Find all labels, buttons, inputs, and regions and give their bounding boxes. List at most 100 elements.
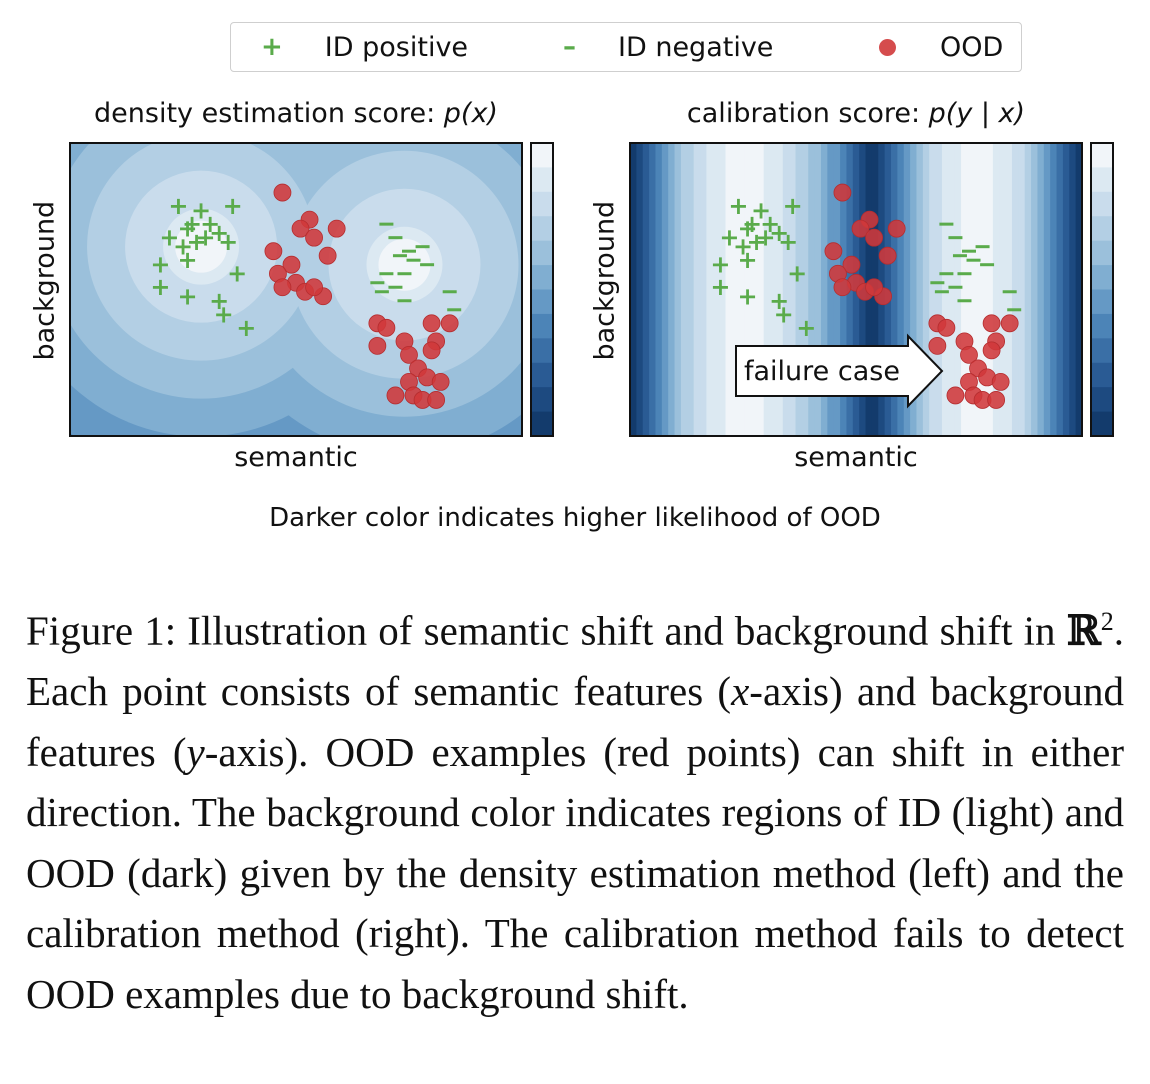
ood-point bbox=[982, 341, 1001, 360]
id-positive-point: + bbox=[209, 219, 229, 247]
id-positive-point: + bbox=[196, 224, 216, 252]
ood-point bbox=[946, 386, 965, 405]
ood-point bbox=[264, 242, 283, 261]
colorbar-segment bbox=[531, 216, 553, 242]
failure-case-label: failure case bbox=[744, 356, 900, 387]
colorbar-frame bbox=[1090, 142, 1114, 437]
plot-frame bbox=[629, 142, 1083, 437]
plus-marker-icon: + bbox=[261, 32, 283, 62]
id-positive-point: + bbox=[787, 260, 807, 288]
colorbar-segment bbox=[1091, 289, 1113, 315]
id-positive-point: + bbox=[760, 210, 780, 238]
id-positive-point: + bbox=[742, 210, 762, 238]
ood-point bbox=[431, 373, 450, 391]
ood-point bbox=[824, 242, 843, 261]
colorbar-segment bbox=[1091, 167, 1113, 193]
circle-marker-icon bbox=[879, 38, 896, 56]
plot-background bbox=[70, 143, 522, 436]
left-xlabel: semantic bbox=[234, 442, 358, 473]
legend-label-id-positive: ID positive bbox=[324, 31, 469, 63]
ood-point bbox=[305, 278, 323, 297]
left-colorbar bbox=[530, 142, 554, 437]
ood-point bbox=[865, 278, 883, 297]
left-ylabel: background bbox=[29, 200, 61, 361]
right-colorbar bbox=[1090, 142, 1114, 437]
left-panel-title-math: p(x) bbox=[443, 98, 498, 129]
caption-part3: -axis) and background features ( bbox=[26, 668, 1124, 775]
colorbar-segment bbox=[1091, 216, 1113, 242]
colorbar-segment bbox=[531, 338, 553, 364]
caption-part1: Figure 1: Illustration of semantic shift… bbox=[26, 607, 1067, 654]
ood-point bbox=[878, 246, 897, 265]
id-positive-point: + bbox=[187, 228, 207, 256]
colorbar-segment bbox=[1091, 313, 1113, 339]
colorbar-segment bbox=[1091, 411, 1113, 437]
figure-legend: + ID positive – ID negative OOD bbox=[230, 22, 1022, 72]
colorbar-segment bbox=[531, 362, 553, 388]
colorbar-segment bbox=[1091, 265, 1113, 290]
id-positive-point: + bbox=[214, 300, 234, 328]
id-positive-point: + bbox=[769, 219, 789, 247]
colorbar-segment bbox=[531, 313, 553, 339]
ood-point bbox=[318, 246, 337, 265]
caption-part2: . Each point consists of semantic featur… bbox=[26, 607, 1124, 715]
colorbar-segment bbox=[531, 191, 553, 217]
ood-point bbox=[842, 255, 861, 274]
right-xlabel: semantic bbox=[794, 442, 918, 473]
ood-point bbox=[1000, 314, 1019, 333]
colorbar-segment bbox=[531, 167, 553, 193]
ood-point bbox=[291, 219, 310, 238]
ood-point bbox=[865, 228, 883, 247]
ood-point bbox=[427, 391, 446, 409]
id-positive-point: + bbox=[173, 233, 193, 261]
colorbar-segment bbox=[531, 411, 553, 437]
ood-point bbox=[282, 255, 301, 274]
colorbar-segment bbox=[531, 289, 553, 315]
caption-superscript: 2 bbox=[1100, 607, 1114, 636]
ood-point bbox=[377, 318, 396, 337]
ood-point bbox=[422, 341, 441, 360]
right-panel-title-text: calibration score: bbox=[686, 98, 929, 129]
ood-point bbox=[833, 183, 852, 202]
ood-point bbox=[982, 314, 1001, 333]
legend-label-id-negative: ID negative bbox=[618, 31, 774, 63]
ood-point bbox=[327, 219, 346, 238]
legend-item-id-negative: – ID negative bbox=[563, 23, 773, 71]
figure-note: Darker color indicates higher likelihood… bbox=[269, 503, 881, 533]
id-positive-point: + bbox=[756, 224, 776, 252]
id-positive-point: + bbox=[150, 251, 170, 279]
id-positive-point: + bbox=[177, 215, 197, 243]
left-panel-title-text: density estimation score: bbox=[94, 98, 444, 129]
colorbar-segment bbox=[531, 143, 553, 168]
caption-x-var: x bbox=[731, 668, 750, 715]
caption-part4: -axis). OOD examples (red points) can sh… bbox=[26, 728, 1124, 1017]
id-positive-point: + bbox=[159, 224, 179, 252]
colorbar-segment bbox=[531, 265, 553, 290]
id-positive-point: + bbox=[191, 197, 211, 225]
colorbar-segment bbox=[1091, 387, 1113, 413]
ood-point bbox=[928, 336, 947, 355]
id-positive-point: + bbox=[150, 273, 170, 301]
ood-point bbox=[440, 314, 459, 333]
legend-item-ood: OOD bbox=[879, 23, 1003, 71]
arrow-shape bbox=[735, 333, 944, 409]
id-positive-point: + bbox=[177, 282, 197, 310]
right-ylabel: background bbox=[589, 200, 621, 361]
ood-point bbox=[305, 228, 323, 247]
id-positive-point: + bbox=[227, 260, 247, 288]
id-positive-point: + bbox=[737, 246, 757, 274]
id-positive-point: + bbox=[236, 314, 256, 342]
id-positive-point: + bbox=[796, 314, 816, 342]
id-positive-point: + bbox=[737, 215, 757, 243]
minus-marker-icon: – bbox=[563, 32, 576, 62]
figure-caption: Figure 1: Illustration of semantic shift… bbox=[26, 592, 1124, 1024]
legend-item-id-positive: + ID positive bbox=[261, 23, 468, 71]
ood-point bbox=[422, 314, 441, 333]
colorbar-segment bbox=[1091, 191, 1113, 217]
id-positive-point: + bbox=[733, 233, 753, 261]
id-positive-point: + bbox=[168, 192, 188, 220]
id-positive-point: + bbox=[710, 273, 730, 301]
colorbar-segment bbox=[1091, 362, 1113, 388]
colorbar-segment bbox=[1091, 338, 1113, 364]
id-positive-point: + bbox=[769, 287, 789, 315]
